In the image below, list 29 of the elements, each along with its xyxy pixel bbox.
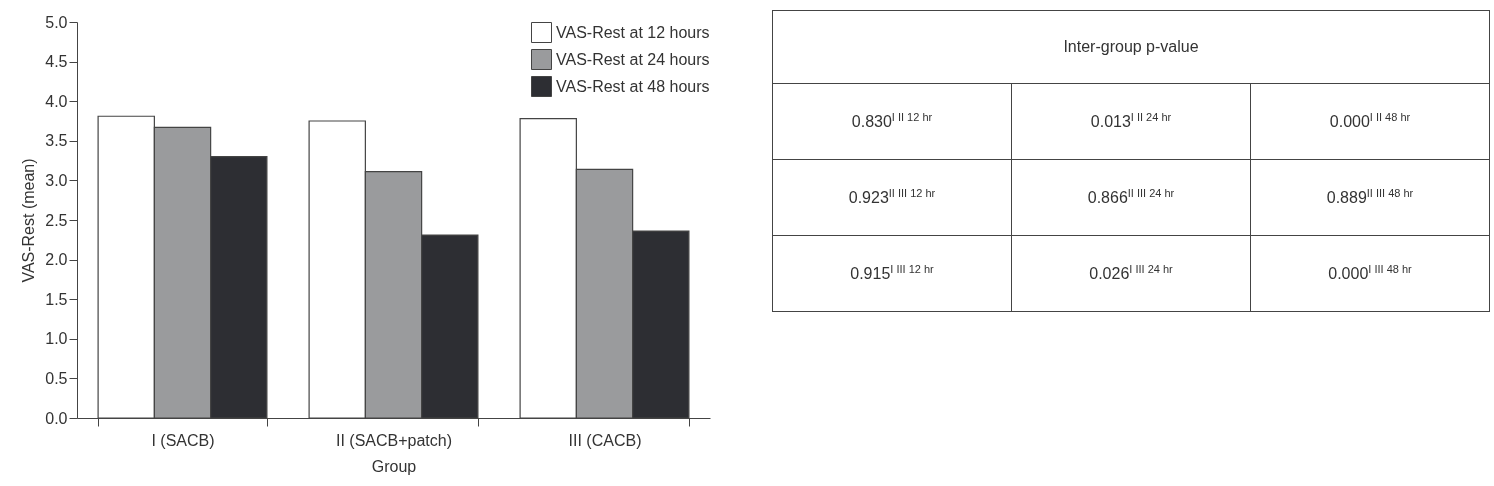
legend-label: VAS-Rest at 48 hours <box>556 77 710 95</box>
x-tick-label: II (SACB+patch) <box>335 431 453 449</box>
x-tick-label: I (SACB) <box>151 431 215 449</box>
text: Inter-group p-value <box>772 10 1490 84</box>
text: 0.000$^{I III 48 hr}$ <box>1250 235 1490 312</box>
text: 0.830$^{I II 12 hr}$ <box>772 83 1012 160</box>
text: 0.923$^{II III 12 hr}$ <box>772 159 1012 236</box>
legend-label: VAS-Rest at 24 hours <box>556 50 710 68</box>
x-axis-title: Group <box>371 457 417 475</box>
text: 0.013$^{I II 24 hr}$ <box>1011 83 1251 160</box>
y-tick-label: 0.0 <box>45 409 68 427</box>
y-tick-label: 4.0 <box>45 92 68 110</box>
legend-label: VAS-Rest at 12 hours <box>556 23 710 41</box>
y-tick-label: 1.0 <box>45 330 68 348</box>
text: 0.026$^{I III 24 hr}$ <box>1011 235 1251 312</box>
y-tick-label: 2.0 <box>45 251 68 269</box>
y-axis-title: VAS-Rest (mean) <box>20 158 38 283</box>
y-tick-label: 1.5 <box>45 290 68 308</box>
text: 0.915$^{I III 12 hr}$ <box>772 235 1012 312</box>
text: 0.000$^{I II 48 hr}$ <box>1250 83 1490 160</box>
y-tick-label: 3.5 <box>45 132 68 150</box>
y-tick-label: 2.5 <box>45 211 68 229</box>
x-tick-label: III (CACB) <box>568 431 642 449</box>
y-tick-label: 3.0 <box>45 171 68 189</box>
y-tick-label: 4.5 <box>45 53 68 71</box>
text: 0.866$^{II III 24 hr}$ <box>1011 159 1251 236</box>
text: 0.889$^{II III 48 hr}$ <box>1250 159 1490 236</box>
y-tick-label: 5.0 <box>45 13 68 31</box>
y-tick-label: 0.5 <box>45 369 68 387</box>
